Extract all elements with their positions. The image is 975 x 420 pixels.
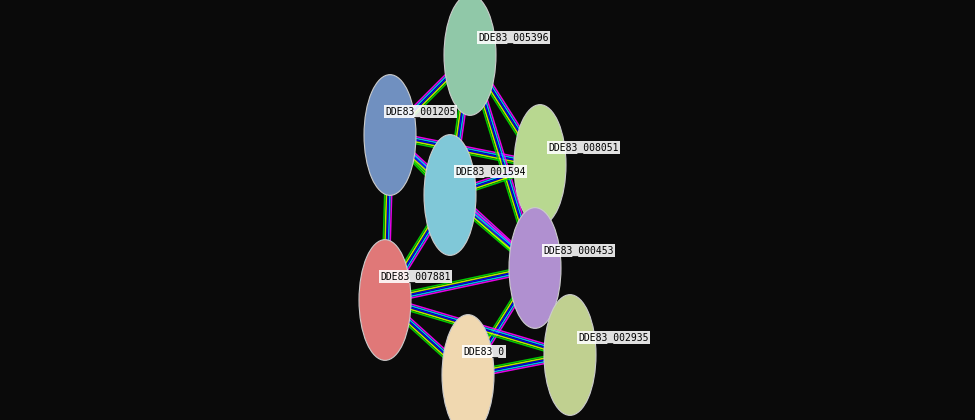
Ellipse shape — [544, 295, 596, 415]
Ellipse shape — [442, 315, 494, 420]
Text: DDE83_001205: DDE83_001205 — [385, 106, 455, 117]
Text: DDE83_002935: DDE83_002935 — [578, 332, 648, 343]
Ellipse shape — [509, 207, 561, 328]
Ellipse shape — [514, 105, 566, 226]
Ellipse shape — [424, 135, 476, 255]
Ellipse shape — [359, 240, 411, 360]
Text: DDE83_008051: DDE83_008051 — [548, 142, 618, 153]
Text: DDE83_007881: DDE83_007881 — [380, 271, 450, 282]
Text: DDE83_0: DDE83_0 — [463, 346, 504, 357]
Ellipse shape — [444, 0, 496, 116]
Text: DDE83_005396: DDE83_005396 — [478, 32, 549, 43]
Text: DDE83_000453: DDE83_000453 — [543, 245, 613, 256]
Text: DDE83_001594: DDE83_001594 — [455, 166, 526, 177]
Ellipse shape — [364, 75, 416, 195]
